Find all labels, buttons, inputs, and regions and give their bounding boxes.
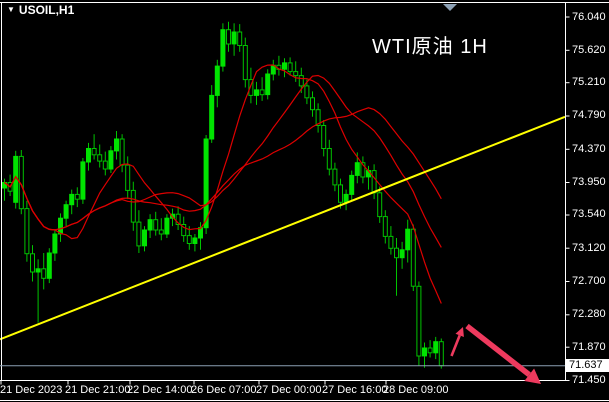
price-tick-label: 74.790	[572, 109, 606, 122]
price-tick-label: 72.280	[572, 308, 606, 321]
symbol-label: ▼ USOIL,H1	[7, 3, 74, 17]
time-tick-label: 21 Dec 2023	[0, 384, 63, 396]
price-tick-label: 73.120	[572, 241, 606, 254]
price-axis[interactable]: 76.040 75.620 75.210 74.790 74.370 73.950 73.5…	[565, 0, 609, 387]
moving-average-line	[4, 74, 442, 248]
price-tick-label: 73.950	[572, 176, 606, 188]
candles-layer	[2, 21, 444, 369]
time-tick-label: 26 Dec 07:00	[191, 384, 257, 396]
down-arrow-annotation[interactable]	[465, 323, 541, 384]
time-tick-label: 27 Dec 16:00	[322, 384, 388, 396]
price-tick-label: 74.370	[572, 142, 606, 155]
time-axis[interactable]: 21 Dec 2023 21 Dec 21:00 22 Dec 14:00 26 De…	[0, 383, 609, 402]
current-price-badge: 71.637	[566, 359, 609, 372]
time-tick-label: 27 Dec 00:00	[256, 384, 322, 396]
price-tick-label: 75.620	[572, 43, 606, 56]
up-arrow-annotation[interactable]	[450, 327, 464, 357]
time-tick-label: 28 Dec 09:00	[383, 384, 449, 396]
price-tick-label: 71.450	[572, 374, 606, 386]
price-tick-label: 75.210	[572, 76, 606, 89]
moving-average-line	[4, 64, 442, 304]
trendline[interactable]	[0, 115, 566, 341]
moving-average-line	[4, 107, 442, 231]
time-tick-label: 22 Dec 14:00	[127, 384, 193, 396]
price-tick-label: 76.040	[572, 10, 606, 23]
price-tick-label: 71.870	[572, 340, 606, 353]
chart-text-annotation[interactable]: WTI原油 1H	[372, 36, 488, 58]
chart-shift-marker-icon	[443, 4, 457, 11]
price-tick-label: 73.540	[572, 208, 606, 221]
price-tick-label: 72.700	[572, 275, 606, 287]
symbol-label-text: USOIL,H1	[18, 3, 75, 17]
time-tick-label: 21 Dec 21:00	[65, 384, 131, 396]
chevron-down-icon: ▼	[7, 5, 15, 14]
